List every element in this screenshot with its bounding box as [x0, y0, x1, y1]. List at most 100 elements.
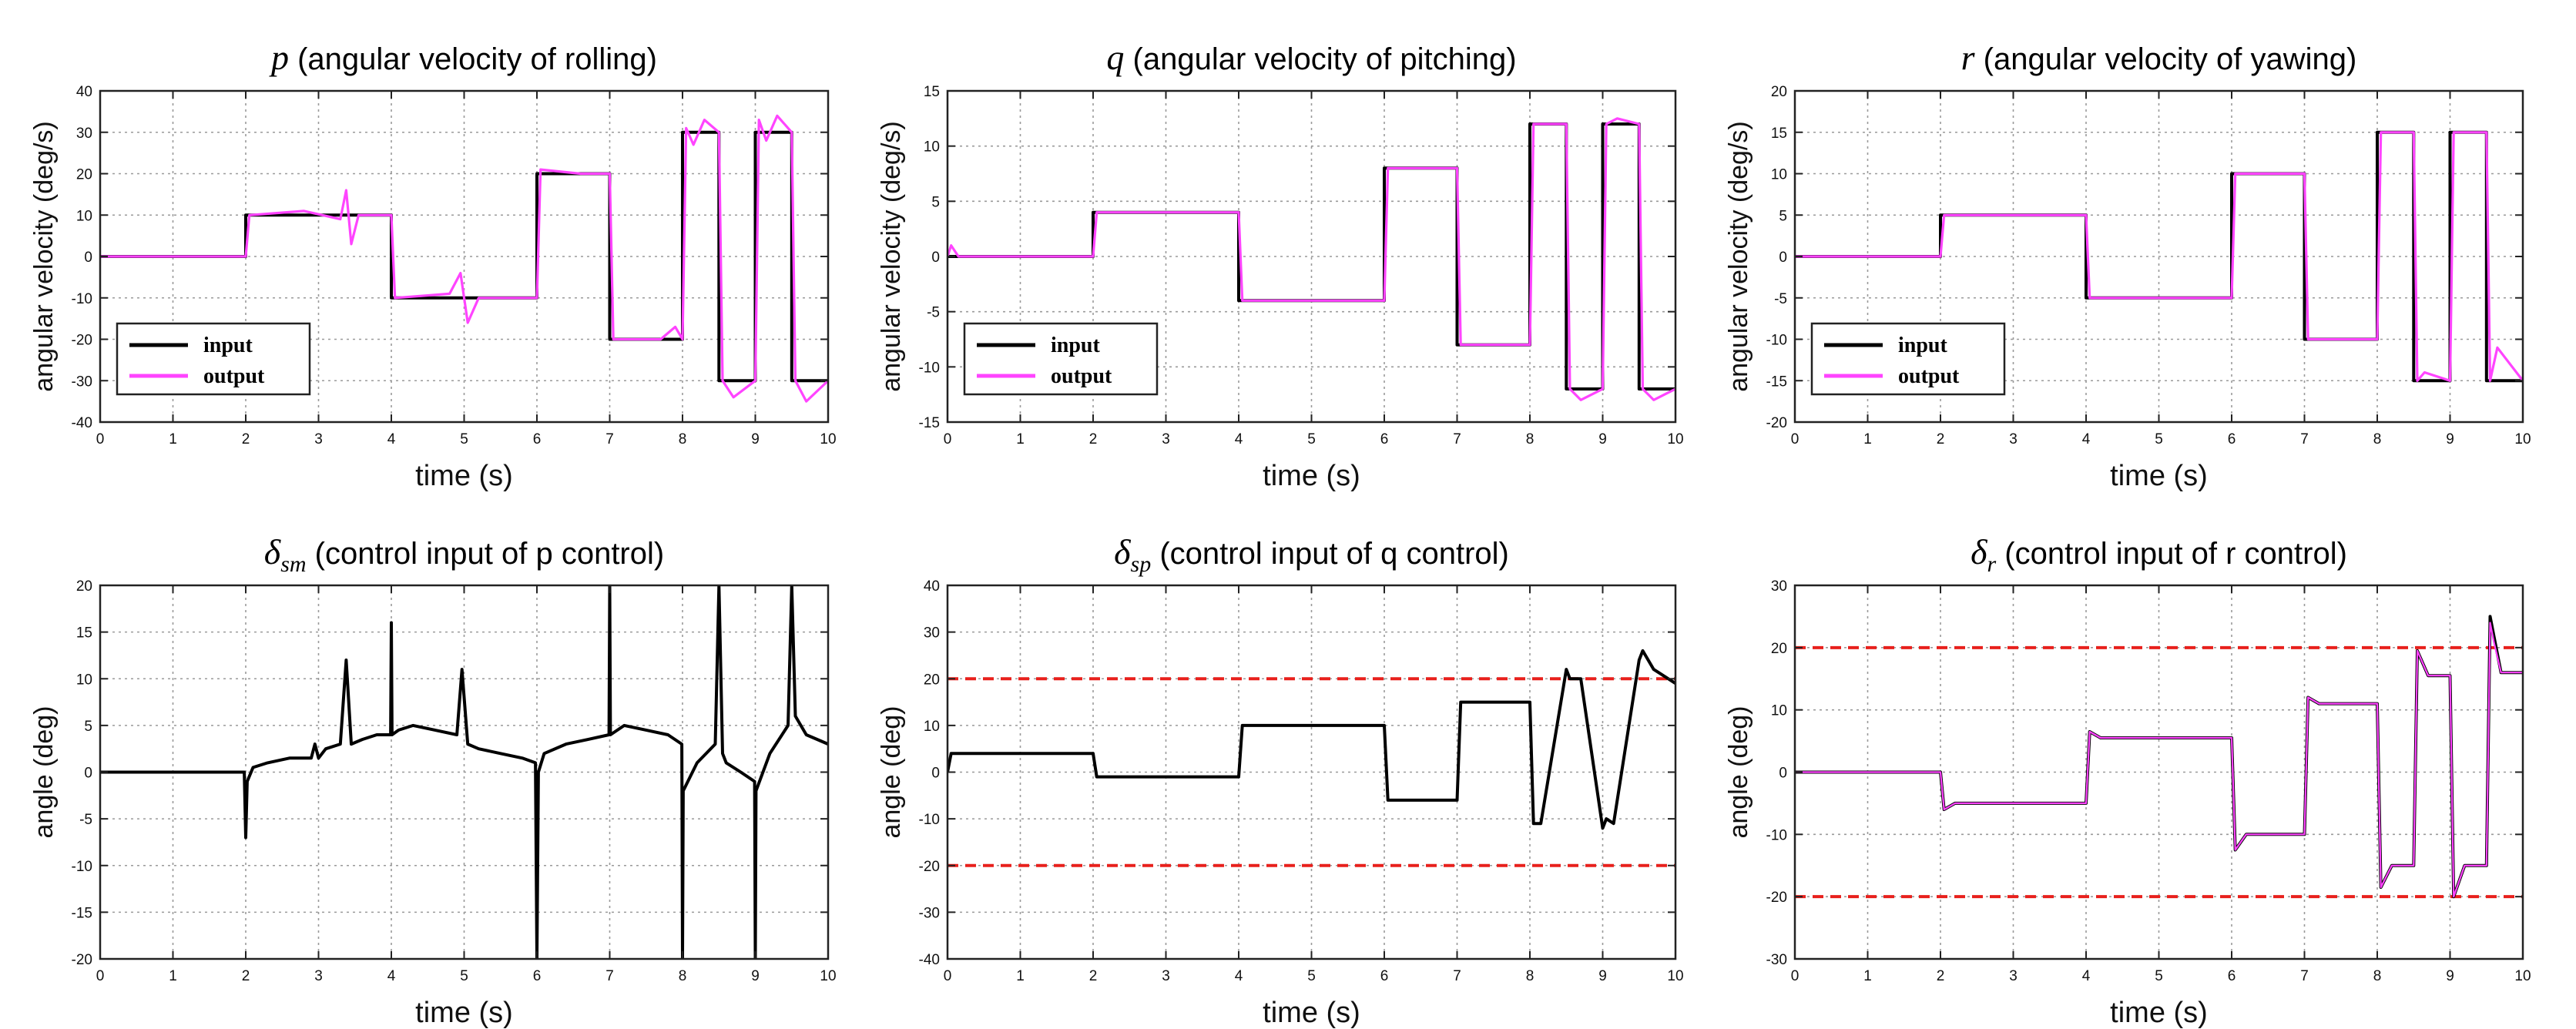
y-tick-label: -10	[919, 360, 940, 376]
y-tick-label: -10	[1766, 827, 1787, 843]
x-tick-label: 0	[1791, 968, 1800, 984]
y-tick-label: 30	[1771, 578, 1787, 595]
x-tick-label: 3	[314, 968, 323, 984]
x-tick-label: 3	[2009, 968, 2018, 984]
chart-q: 0 1 2 3 4 5 6 7 8 9 10 -15 -10 -5 0 5 10 15 time (s) angula…	[877, 38, 1684, 492]
x-tick-label: 9	[2446, 431, 2454, 447]
x-axis-label: time (s)	[2110, 997, 2208, 1029]
y-tick-label: -30	[919, 905, 940, 921]
y-tick-label: 10	[1771, 703, 1787, 719]
x-tick-label: 6	[533, 968, 542, 984]
y-tick-label: 0	[931, 250, 940, 266]
x-tick-label: 7	[1453, 431, 1461, 447]
y-tick-label: 20	[1771, 84, 1787, 100]
y-tick-label: -30	[72, 374, 92, 390]
x-tick-label: 4	[1235, 431, 1243, 447]
y-tick-label: 0	[84, 766, 92, 782]
x-tick-label: 2	[1089, 431, 1098, 447]
chart-title: δsm (control input of p control)	[264, 532, 664, 577]
y-tick-label: 30	[924, 625, 940, 642]
x-tick-label: 8	[2373, 431, 2382, 447]
chart-dr: 0 1 2 3 4 5 6 7 8 9 10 -30 -20 -10 0 10 20 30 time (s) angl…	[1724, 532, 2531, 1029]
legend-label-input: input	[203, 334, 253, 357]
y-tick-label: -20	[1766, 415, 1787, 431]
chart-title: δr (control input of r control)	[1971, 532, 2347, 577]
x-axis-label: time (s)	[1263, 997, 1360, 1029]
chart-dsm: 0 1 2 3 4 5 6 7 8 9 10 -20 -15 -10 -5 0 5 10 15 20 time (s) a…	[29, 532, 837, 1029]
legend-label-output: output	[203, 364, 265, 388]
x-tick-label: 7	[605, 431, 614, 447]
legend-label-input: input	[1898, 334, 1947, 357]
x-tick-label: 6	[1380, 968, 1389, 984]
y-tick-label: 5	[931, 194, 940, 210]
x-tick-label: 1	[1016, 431, 1025, 447]
y-tick-label: -20	[1766, 890, 1787, 906]
legend-label-input: input	[1051, 334, 1100, 357]
y-tick-label: -5	[79, 812, 92, 828]
chart-dsp: 0 1 2 3 4 5 6 7 8 9 10 -40 -30 -20 -10 0 10 20 30 40 time (s…	[877, 532, 1684, 1029]
x-tick-label: 3	[1162, 968, 1170, 984]
legend: input output	[963, 322, 1159, 396]
y-tick-label: 0	[84, 250, 92, 266]
y-axis-label: angle (deg)	[1724, 706, 1753, 838]
x-tick-label: 9	[1598, 968, 1607, 984]
y-tick-label: -30	[1766, 952, 1787, 968]
y-tick-label: 10	[76, 208, 92, 224]
series-control-input-overlay-	[1795, 622, 2523, 898]
chart-title: q (angular velocity of pitching)	[1106, 38, 1516, 77]
chart-title: δsp (control input of q control)	[1114, 532, 1509, 577]
x-tick-label: 9	[751, 968, 760, 984]
y-tick-label: -10	[919, 812, 940, 828]
x-tick-label: 0	[1791, 431, 1800, 447]
x-tick-label: 2	[1937, 431, 1945, 447]
x-tick-label: 0	[944, 968, 952, 984]
series-output	[1795, 131, 2523, 382]
legend: input output	[116, 322, 311, 396]
y-tick-label: 20	[76, 578, 92, 595]
x-tick-label: 1	[169, 431, 177, 447]
x-tick-label: 10	[2514, 968, 2531, 984]
y-tick-label: -15	[72, 905, 92, 921]
x-tick-label: 6	[2228, 431, 2236, 447]
x-tick-label: 2	[1937, 968, 1945, 984]
x-tick-label: 1	[1016, 968, 1025, 984]
y-tick-label: 5	[1779, 208, 1787, 224]
series-control-input	[100, 585, 828, 959]
x-tick-label: 5	[460, 968, 468, 984]
y-tick-label: -10	[72, 859, 92, 875]
x-tick-label: 2	[1089, 968, 1098, 984]
y-tick-label: 20	[924, 672, 940, 688]
y-tick-label: 0	[1779, 250, 1787, 266]
y-tick-label: 0	[1779, 766, 1787, 782]
y-tick-label: 10	[924, 139, 940, 156]
series-control-input	[948, 649, 1675, 830]
y-tick-label: -40	[72, 415, 92, 431]
x-tick-label: 5	[1307, 431, 1316, 447]
x-tick-label: 3	[314, 431, 323, 447]
y-tick-label: -15	[1766, 374, 1787, 390]
chart-title: r (angular velocity of yawing)	[1961, 38, 2357, 77]
x-tick-label: 5	[2155, 431, 2163, 447]
y-axis-label: angular velocity (deg/s)	[1724, 121, 1753, 392]
y-tick-label: -20	[72, 952, 92, 968]
y-tick-label: 40	[924, 578, 940, 595]
x-tick-label: 0	[96, 968, 105, 984]
y-tick-label: 15	[76, 625, 92, 642]
grid-q	[948, 91, 1675, 422]
x-tick-label: 10	[1667, 431, 1683, 447]
x-tick-label: 6	[533, 431, 542, 447]
x-axis-label: time (s)	[1263, 460, 1360, 492]
x-tick-label: 0	[96, 431, 105, 447]
y-tick-label: -10	[72, 291, 92, 307]
x-tick-label: 9	[2446, 968, 2454, 984]
x-tick-label: 9	[751, 431, 760, 447]
x-tick-label: 8	[1526, 431, 1535, 447]
y-tick-label: 10	[924, 719, 940, 735]
y-axis-label: angular velocity (deg/s)	[29, 121, 59, 392]
x-tick-label: 8	[1526, 968, 1535, 984]
y-tick-label: -20	[919, 859, 940, 875]
x-tick-label: 7	[2300, 431, 2309, 447]
y-tick-label: -15	[919, 415, 940, 431]
x-tick-label: 8	[2373, 968, 2382, 984]
x-tick-label: 7	[2300, 968, 2309, 984]
